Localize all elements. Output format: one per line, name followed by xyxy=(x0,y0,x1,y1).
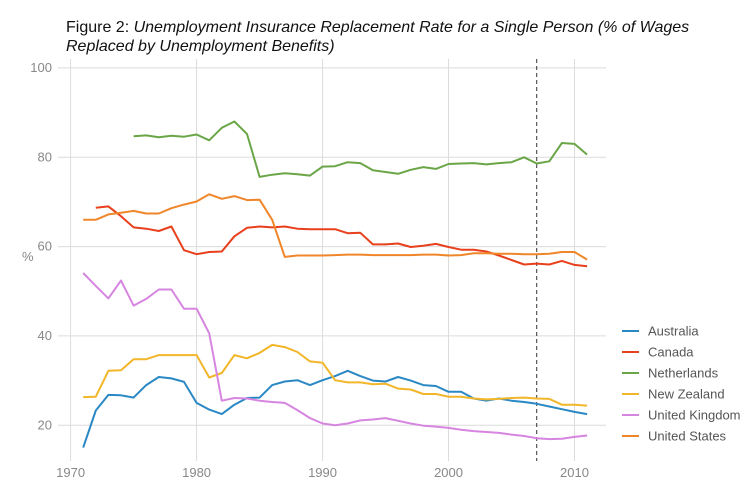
x-tick-label: 1970 xyxy=(56,465,85,480)
x-tick-label: 2000 xyxy=(434,465,463,480)
y-axis: 20 40 60 80 100 xyxy=(30,60,52,432)
legend: Australia Canada Netherlands New Zealand Uni… xyxy=(622,324,741,444)
y-tick-label: 60 xyxy=(38,239,52,254)
x-tick-label: 1980 xyxy=(182,465,211,480)
title-main: Unemployment Insurance Replacement Rate … xyxy=(66,19,690,55)
y-tick-label: 100 xyxy=(30,60,52,75)
title-prefix: Figure 2: xyxy=(66,19,134,36)
x-tick-label: 2010 xyxy=(560,465,589,480)
series-line-netherlands xyxy=(133,120,588,178)
series-line-new-zealand xyxy=(83,343,588,407)
series-line-australia xyxy=(82,369,588,448)
series-line-united-kingdom xyxy=(82,272,588,441)
legend-label-netherlands: Netherlands xyxy=(648,366,719,381)
series-group xyxy=(82,120,588,448)
y-axis-label: % xyxy=(22,249,34,264)
series-line-canada xyxy=(95,205,588,268)
y-tick-label: 20 xyxy=(38,417,52,432)
y-tick-label: 40 xyxy=(38,328,52,343)
legend-label-canada: Canada xyxy=(648,345,694,360)
x-tick-label: 1990 xyxy=(308,465,337,480)
grid xyxy=(58,59,606,461)
legend-label-united-states: United States xyxy=(648,429,727,444)
y-tick-label: 80 xyxy=(38,149,52,164)
legend-label-australia: Australia xyxy=(648,324,699,339)
series-line-united-states xyxy=(83,193,588,261)
x-axis: 1970 1980 1990 2000 2010 xyxy=(56,465,589,480)
legend-label-new-zealand: New Zealand xyxy=(648,387,725,402)
chart-title: Figure 2: Unemployment Insurance Replace… xyxy=(66,18,746,56)
legend-label-united-kingdom: United Kingdom xyxy=(648,408,741,423)
